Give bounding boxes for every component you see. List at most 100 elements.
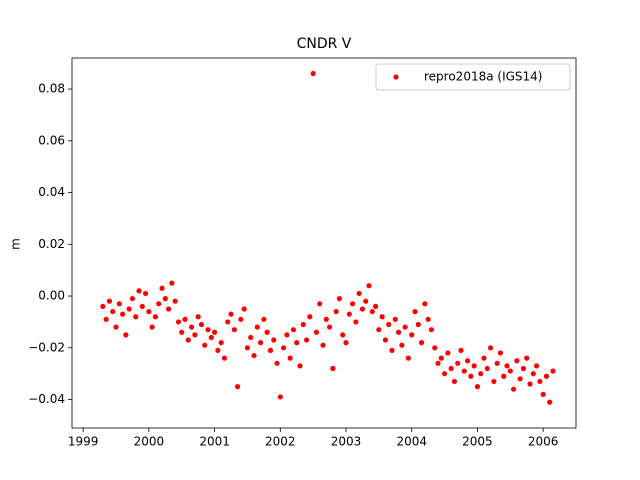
point [428, 327, 435, 333]
point [116, 301, 122, 307]
point [533, 363, 540, 369]
point [185, 337, 191, 343]
point [307, 314, 313, 320]
point [139, 303, 145, 309]
point [484, 365, 490, 372]
point [142, 290, 149, 297]
legend-box [375, 63, 571, 91]
point [218, 340, 224, 346]
point [478, 371, 484, 377]
point [188, 324, 195, 330]
point [126, 306, 132, 312]
point [225, 319, 231, 325]
point [425, 316, 431, 322]
point [451, 378, 458, 385]
point [208, 334, 214, 341]
point [379, 314, 385, 320]
x-tick-label: 2000 [134, 435, 165, 449]
point [376, 327, 382, 333]
point [412, 308, 418, 315]
point [300, 321, 306, 328]
point [169, 280, 175, 286]
point [284, 332, 290, 338]
point [182, 316, 188, 322]
point [123, 332, 129, 338]
point [481, 355, 487, 361]
point [326, 324, 333, 330]
point [215, 347, 221, 353]
point [234, 384, 241, 390]
point [504, 363, 510, 369]
point [294, 340, 300, 346]
point [405, 355, 412, 361]
point [520, 365, 527, 372]
point [221, 355, 228, 361]
point [487, 345, 494, 351]
point [205, 327, 211, 333]
point [422, 301, 428, 307]
point [323, 316, 329, 322]
point [198, 321, 205, 328]
point [192, 332, 198, 338]
point [471, 363, 477, 369]
point [468, 373, 474, 379]
point [461, 368, 467, 374]
point [248, 334, 254, 341]
point [474, 384, 481, 390]
y-axis-label: m [9, 238, 23, 250]
point [172, 298, 178, 304]
point [507, 368, 513, 374]
x-tick-label: 2006 [528, 435, 559, 449]
point [264, 329, 270, 335]
point [159, 285, 165, 291]
point [550, 368, 556, 374]
point [202, 342, 208, 348]
point [228, 311, 234, 317]
point [313, 329, 320, 335]
y-tick-label: 0.06 [38, 133, 65, 147]
point [238, 316, 244, 322]
point [501, 373, 507, 379]
point [146, 308, 152, 315]
point [415, 321, 421, 328]
point [133, 314, 139, 320]
point [333, 308, 339, 315]
point [392, 316, 398, 322]
point [517, 376, 523, 382]
point [175, 319, 182, 325]
point [317, 301, 323, 307]
chart-title: CNDR V [297, 36, 352, 52]
point [274, 360, 280, 366]
point [359, 306, 366, 312]
point [530, 371, 536, 377]
point [441, 371, 448, 377]
point [100, 303, 106, 309]
point [543, 373, 550, 379]
point [113, 324, 119, 330]
point [510, 386, 517, 392]
point [402, 324, 408, 330]
point [389, 347, 395, 353]
y-tick-label: 0.00 [38, 289, 65, 303]
point [418, 340, 425, 346]
point [340, 332, 346, 338]
point [336, 296, 343, 302]
point [537, 378, 543, 385]
point [330, 365, 336, 372]
point [277, 394, 283, 400]
point [297, 363, 303, 369]
point [353, 319, 359, 325]
point [448, 365, 454, 372]
point [494, 360, 500, 366]
point [369, 308, 375, 315]
point [129, 296, 136, 302]
x-tick-label: 2001 [199, 435, 230, 449]
point [119, 311, 126, 317]
point [435, 360, 441, 366]
y-tick-label: 0.02 [38, 237, 65, 251]
point [445, 350, 451, 356]
legend-marker [393, 74, 399, 80]
point [257, 340, 264, 346]
point [432, 345, 438, 351]
